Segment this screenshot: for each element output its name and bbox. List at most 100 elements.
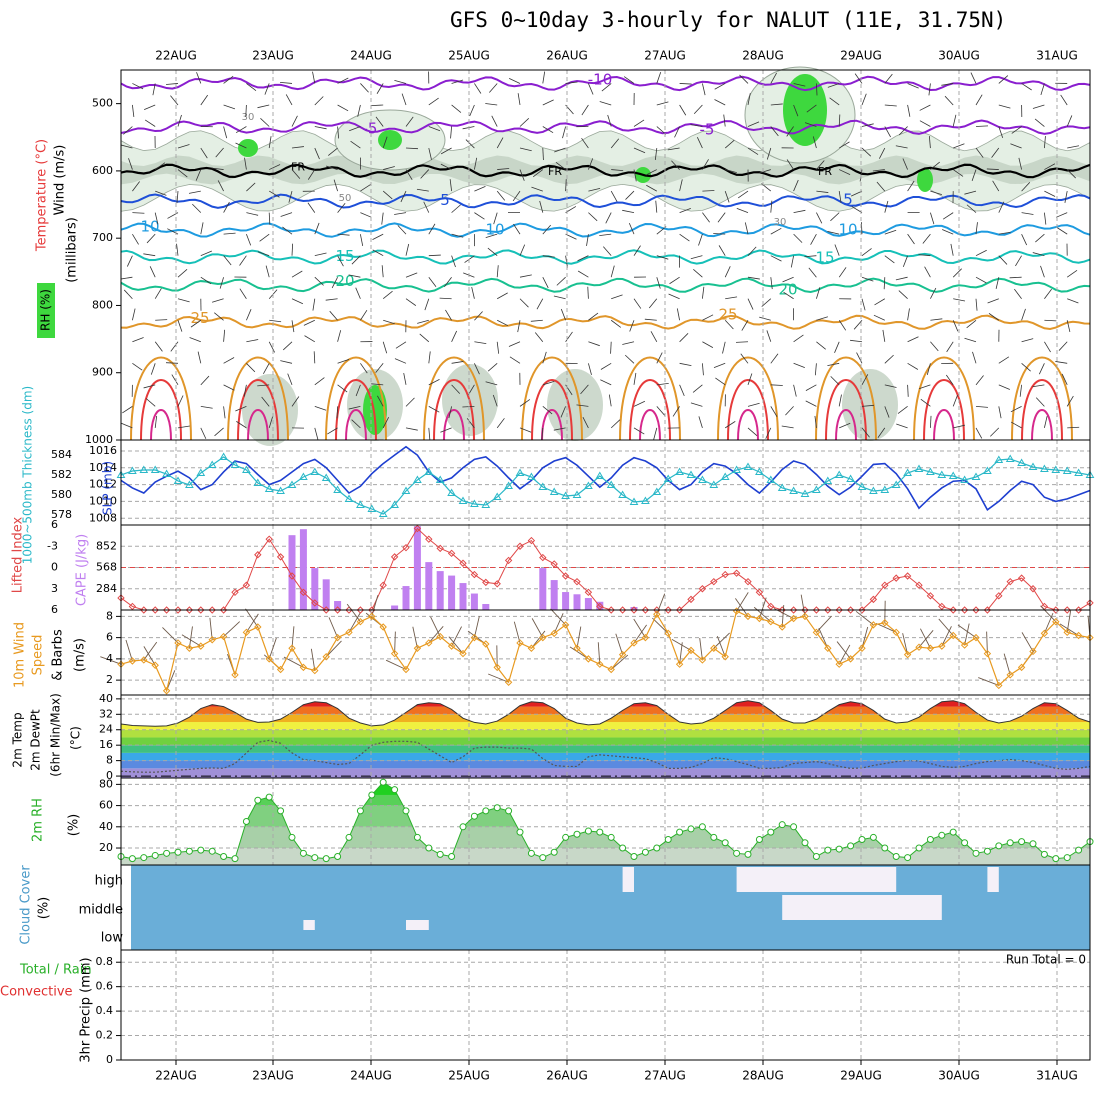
upper-wind-barb — [487, 247, 498, 256]
upper-wind-barb — [337, 255, 344, 267]
upper-wind-barb — [348, 405, 361, 410]
upper-wind-barb — [132, 104, 135, 117]
upper-wind-barb — [1035, 233, 1045, 243]
upper-wind-barb — [553, 295, 566, 300]
cape-tick-label-0: 284 — [96, 582, 117, 595]
upper-wind-barb — [834, 244, 840, 256]
upper-wind-barb — [601, 83, 612, 92]
rh2m-marker-15 — [288, 833, 296, 841]
wind-barb-25 — [385, 659, 407, 670]
upper-wind-barb — [656, 352, 663, 364]
wind-marker-67 — [881, 619, 889, 627]
upper-wind-barb — [702, 83, 706, 96]
upper-wind-barb — [1056, 227, 1068, 235]
wind-barb-31 — [473, 616, 480, 638]
upper-wind-barb — [736, 207, 749, 213]
lifted-marker-53 — [721, 570, 729, 579]
upper-wind-barb — [610, 265, 615, 278]
lifted-marker-6 — [185, 606, 194, 614]
wind-ylabel-1: 10m Wind — [13, 622, 28, 688]
upper-wind-barb — [952, 114, 957, 127]
upper-wind-barb — [667, 147, 680, 151]
rh2m-marker-39 — [562, 833, 570, 841]
date-label-bottom-7: 29AUG — [840, 1069, 882, 1083]
upper-wind-barb — [611, 294, 623, 300]
upper-wind-barb — [656, 382, 669, 386]
wind-marker-29 — [447, 642, 456, 650]
upper-wind-barb — [497, 292, 508, 300]
wind-barb-21 — [346, 603, 361, 622]
lifted-marker-79 — [1017, 574, 1026, 582]
upper-wind-barb — [128, 158, 133, 170]
upper-wind-barb — [143, 253, 156, 257]
upper-wind-barb — [154, 341, 163, 352]
upper-wind-barb — [988, 313, 1000, 321]
upper-wind-barb — [259, 233, 270, 242]
upper-wind-barb — [513, 223, 521, 235]
upper-wind-barb — [765, 427, 772, 439]
upper-wind-barb — [428, 223, 436, 235]
wind-barb-63 — [838, 644, 851, 665]
upper-wind-barb — [998, 104, 1011, 109]
thickness-marker-64 — [846, 474, 855, 482]
cloud-patch-2 — [987, 867, 999, 892]
upper-wind-barb — [219, 277, 224, 289]
upper-wind-barb — [895, 145, 908, 149]
upper-wind-barb — [126, 255, 133, 267]
upper-wind-barb — [405, 397, 415, 407]
upper-wind-barb — [975, 298, 978, 311]
upper-wind-barb — [739, 74, 749, 84]
upper-wind-barb — [628, 222, 635, 235]
diurnal-loop-40-0 — [150, 409, 172, 441]
upper-wind-barb — [770, 227, 782, 235]
rh2m-marker-82 — [1052, 855, 1060, 863]
upper-wind-barb — [132, 233, 139, 245]
upper-wind-barb — [519, 298, 529, 308]
lifted-marker-18 — [322, 606, 330, 614]
cape-bar-8 — [425, 562, 433, 610]
lifted-marker-67 — [881, 581, 889, 589]
wind-barb-7 — [181, 634, 202, 647]
upper-wind-barb — [445, 309, 452, 321]
wind-marker-30 — [459, 649, 467, 658]
wind-marker-27 — [425, 639, 433, 647]
temp-tick-label-5: 40 — [99, 692, 113, 705]
upper-wind-barb — [190, 319, 202, 328]
temp-band-3 — [121, 745, 1090, 753]
upper-wind-barb — [838, 141, 850, 149]
wind-marker-55 — [744, 612, 752, 621]
upper-wind-barb — [829, 97, 840, 106]
upper-wind-barb — [314, 427, 319, 440]
wind-tick-label-3: 8 — [106, 609, 113, 622]
upper-wind-barb — [1034, 118, 1045, 127]
temp-ylabel-2: 2m DewPt — [29, 709, 43, 771]
isotherm-label-6: 20 — [335, 272, 354, 290]
thickness-marker-43 — [606, 480, 616, 488]
thickness-marker-2 — [139, 465, 149, 473]
upper-wind-barb — [785, 406, 794, 416]
diurnal-loop-30-3 — [423, 356, 485, 441]
upper-wind-barb — [469, 104, 475, 117]
upper-wind-barb — [217, 180, 224, 192]
upper-wind-barb — [491, 115, 498, 127]
thickness-marker-45 — [629, 497, 639, 505]
upper-wind-barb — [672, 406, 680, 417]
upper-wind-barb — [337, 126, 340, 139]
diurnal-loop-35-3 — [433, 379, 475, 441]
rh2m-marker-78 — [1006, 839, 1014, 847]
upper-wind-barb — [223, 126, 228, 139]
cloud-level-label-0: high — [95, 874, 123, 889]
wind-marker-25 — [402, 665, 410, 674]
upper-wind-barb — [724, 421, 736, 429]
upper-wind-barb — [383, 319, 395, 325]
date-label-top-4: 26AUG — [546, 49, 588, 63]
upper-wind-barb — [485, 233, 498, 239]
diurnal-loop-30-0 — [130, 356, 192, 441]
upper-wind-barb — [676, 308, 680, 321]
rh2m-marker-24 — [391, 786, 399, 794]
date-label-top-6: 28AUG — [742, 49, 784, 63]
thickness-marker-20 — [344, 494, 354, 502]
thickness-marker-59 — [789, 486, 798, 494]
upper-wind-barb — [907, 104, 911, 117]
rh2m-tick-label-1: 40 — [99, 820, 113, 833]
